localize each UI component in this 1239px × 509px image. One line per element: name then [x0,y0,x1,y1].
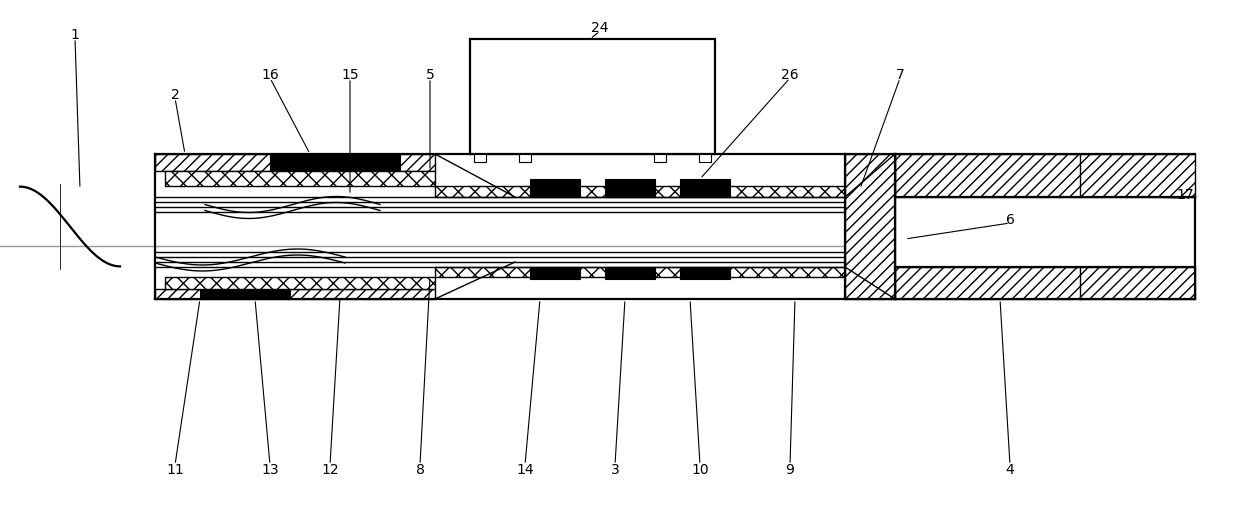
Bar [165,172,435,187]
Text: 16: 16 [261,68,279,82]
Text: 17: 17 [1176,188,1194,202]
Bar [475,155,486,163]
Bar [165,277,435,290]
Text: 11: 11 [166,462,183,476]
Text: 24: 24 [591,21,608,35]
Text: 14: 14 [517,462,534,476]
Bar [519,155,532,163]
Text: 13: 13 [261,462,279,476]
Text: 2: 2 [171,88,180,102]
Bar [270,156,400,171]
Bar [845,155,895,299]
Bar [680,180,730,197]
Text: 1: 1 [71,28,79,42]
Bar [895,197,1194,267]
Text: 3: 3 [611,462,620,476]
Text: 8: 8 [415,462,425,476]
Text: 26: 26 [781,68,799,82]
Text: 12: 12 [321,462,338,476]
Bar [530,180,580,197]
Bar [895,267,1194,299]
Bar [155,155,435,172]
Text: 10: 10 [691,462,709,476]
Bar [699,155,711,163]
Bar [654,155,667,163]
Text: 5: 5 [426,68,435,82]
Bar [605,180,655,197]
Bar [435,187,845,197]
Text: 15: 15 [341,68,359,82]
Text: 7: 7 [896,68,904,82]
Bar [530,267,580,279]
Bar [895,155,1194,197]
Bar [605,267,655,279]
Text: 6: 6 [1006,213,1015,227]
Bar [155,290,435,299]
Bar [680,267,730,279]
Bar [435,267,845,277]
Bar [470,40,715,155]
Bar [199,291,290,298]
Text: 9: 9 [786,462,794,476]
Text: 4: 4 [1006,462,1015,476]
